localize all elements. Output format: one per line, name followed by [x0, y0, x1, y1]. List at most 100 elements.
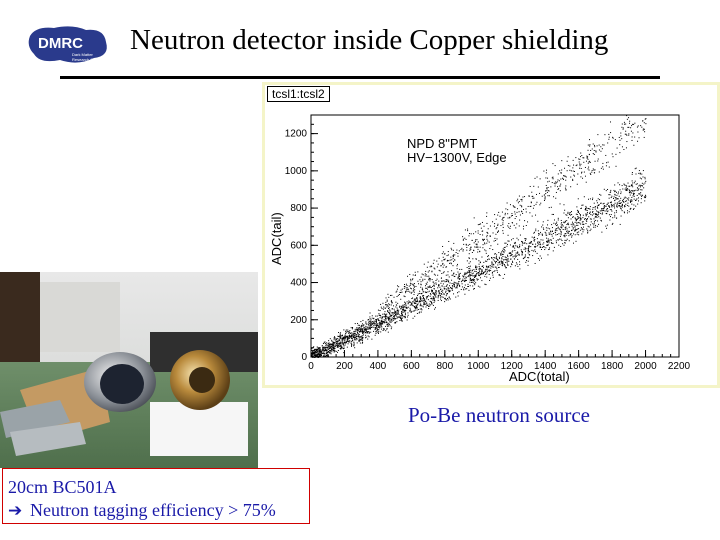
scatter-point	[481, 280, 483, 282]
scatter-point	[580, 156, 582, 158]
scatter-point	[587, 198, 589, 200]
scatter-point	[393, 318, 395, 320]
scatter-point	[380, 306, 382, 308]
scatter-point	[486, 231, 488, 233]
scatter-point	[341, 343, 343, 345]
scatter-point	[586, 207, 588, 209]
scatter-point	[566, 228, 568, 230]
scatter-point	[336, 346, 338, 348]
scatter-point	[406, 306, 408, 308]
scatter-point	[592, 223, 594, 225]
scatter-point	[484, 242, 486, 244]
scatter-point	[606, 227, 608, 229]
scatter-point	[557, 219, 559, 221]
scatter-point	[342, 343, 344, 345]
scatter-point	[591, 211, 593, 213]
scatter-point	[349, 330, 351, 332]
scatter-point	[595, 224, 597, 226]
scatter-point	[438, 294, 440, 296]
scatter-point	[402, 307, 404, 309]
scatter-point	[361, 342, 363, 344]
scatter-point	[470, 275, 472, 277]
scatter-point	[322, 352, 324, 354]
scatter-point	[355, 336, 357, 338]
scatter-point	[429, 266, 431, 268]
scatter-point	[645, 195, 647, 197]
scatter-point	[376, 315, 378, 317]
scatter-point	[423, 291, 425, 293]
scatter-point	[497, 243, 499, 245]
scatter-point	[464, 281, 466, 283]
scatter-point	[425, 301, 427, 303]
scatter-point	[548, 232, 550, 234]
scatter-point	[500, 261, 502, 263]
scatter-point	[543, 228, 545, 230]
scatter-point	[543, 242, 545, 244]
scatter-point	[553, 246, 555, 248]
scatter-point	[453, 284, 455, 286]
scatter-point	[471, 278, 473, 280]
scatter-point	[465, 243, 467, 245]
scatter-point	[389, 321, 391, 323]
scatter-point	[358, 335, 360, 337]
scatter-point	[481, 270, 483, 272]
scatter-point	[410, 311, 412, 313]
scatter-point	[521, 205, 523, 207]
scatter-point	[330, 347, 332, 349]
scatter-point	[337, 346, 339, 348]
scatter-point	[402, 308, 404, 310]
scatter-point	[547, 254, 549, 256]
scatter-point	[382, 316, 384, 318]
scatter-point	[445, 291, 447, 293]
scatter-point	[633, 204, 635, 206]
scatter-point	[567, 156, 569, 158]
scatter-point	[586, 157, 588, 159]
scatter-point	[483, 261, 485, 263]
scatter-point	[443, 264, 445, 266]
scatter-point	[367, 338, 369, 340]
scatter-point	[469, 243, 471, 245]
scatter-point	[348, 331, 350, 333]
scatter-point	[515, 262, 517, 264]
scatter-point	[547, 177, 549, 179]
scatter-point	[566, 238, 568, 240]
scatter-point	[516, 208, 518, 210]
scatter-point	[514, 211, 516, 213]
scatter-point	[478, 269, 480, 271]
scatter-point	[624, 200, 626, 202]
scatter-point	[447, 288, 449, 290]
scatter-point	[533, 239, 535, 241]
scatter-point	[474, 276, 476, 278]
scatter-point	[491, 261, 493, 263]
scatter-point	[621, 204, 623, 206]
scatter-point	[350, 336, 352, 338]
scatter-point	[317, 354, 319, 356]
scatter-point	[360, 329, 362, 331]
scatter-point	[422, 297, 424, 299]
scatter-point	[467, 286, 469, 288]
scatter-point	[546, 241, 548, 243]
scatter-point	[514, 213, 516, 215]
scatter-point	[519, 214, 521, 216]
scatter-point	[450, 256, 452, 258]
scatter-point	[571, 214, 573, 216]
scatter-point	[362, 319, 364, 321]
scatter-point	[346, 335, 348, 337]
scatter-point	[368, 321, 370, 323]
scatter-point	[564, 175, 566, 177]
scatter-point	[388, 322, 390, 324]
scatter-point	[446, 255, 448, 257]
scatter-point	[535, 203, 537, 205]
scatter-point	[428, 308, 430, 310]
scatter-point	[556, 233, 558, 235]
scatter-point	[510, 215, 512, 217]
scatter-point	[431, 266, 433, 268]
scatter-point	[323, 347, 325, 349]
scatter-point	[588, 226, 590, 228]
scatter-point	[376, 323, 378, 325]
scatter-point	[412, 274, 414, 276]
scatter-point	[633, 182, 635, 184]
scatter-point	[616, 202, 618, 204]
scatter-point	[340, 344, 342, 346]
scatter-point	[348, 334, 350, 336]
